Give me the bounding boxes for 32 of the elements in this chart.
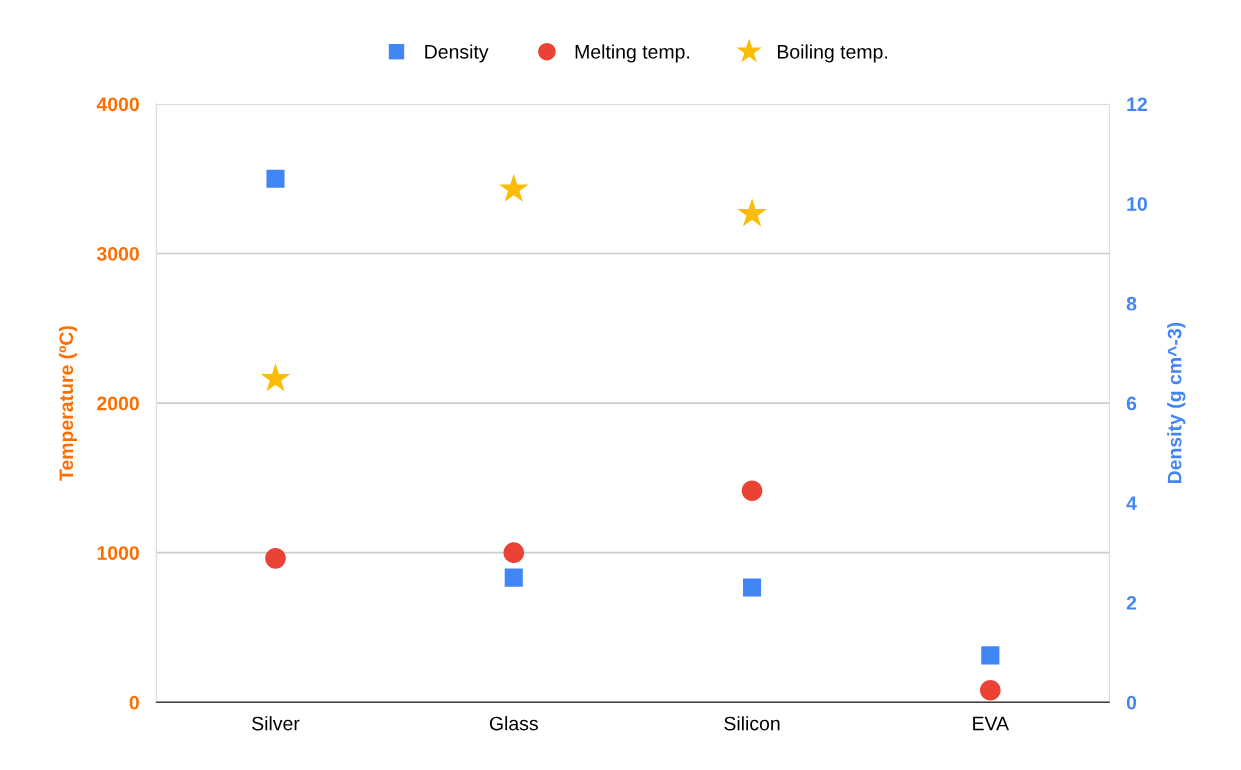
- point: [265, 548, 286, 569]
- point: [742, 578, 762, 597]
- x-tick-label: Silver: [252, 716, 300, 731]
- y-tick-label: 0: [129, 695, 139, 710]
- y-tick-label: 1000: [97, 546, 139, 560]
- point: [504, 568, 523, 587]
- y2-tick-label: 8: [1126, 296, 1137, 311]
- point: [737, 198, 767, 227]
- y2-axis-title: Density (g cm^-3): [1167, 322, 1186, 484]
- point: [266, 169, 285, 188]
- point: [499, 173, 529, 202]
- y-axis-title: Temperature (ºC): [58, 326, 77, 481]
- y2-tick-label: 6: [1126, 396, 1137, 411]
- y-tick-label: 4000: [96, 97, 139, 112]
- point: [741, 480, 763, 502]
- legend-label: Boiling temp.: [777, 44, 887, 63]
- point: [503, 542, 525, 563]
- legend-label: Density: [425, 44, 489, 63]
- y2-tick-label: 12: [1127, 97, 1147, 111]
- legend-label: Melting temp.: [575, 44, 690, 63]
- y-tick-label: 3000: [96, 246, 139, 261]
- y2-tick-label: 10: [1127, 197, 1147, 211]
- y2-tick-label: 2: [1126, 595, 1137, 610]
- point: [980, 679, 1001, 701]
- x-tick-label: Glass: [489, 716, 538, 731]
- x-tick-label: EVA: [973, 716, 1010, 731]
- point: [981, 646, 1000, 665]
- x-tick-label: Silicon: [724, 716, 780, 731]
- y-tick-label: 2000: [97, 396, 139, 411]
- point: [260, 363, 291, 392]
- y2-tick-label: 0: [1126, 695, 1137, 710]
- y2-tick-label: 4: [1126, 496, 1137, 510]
